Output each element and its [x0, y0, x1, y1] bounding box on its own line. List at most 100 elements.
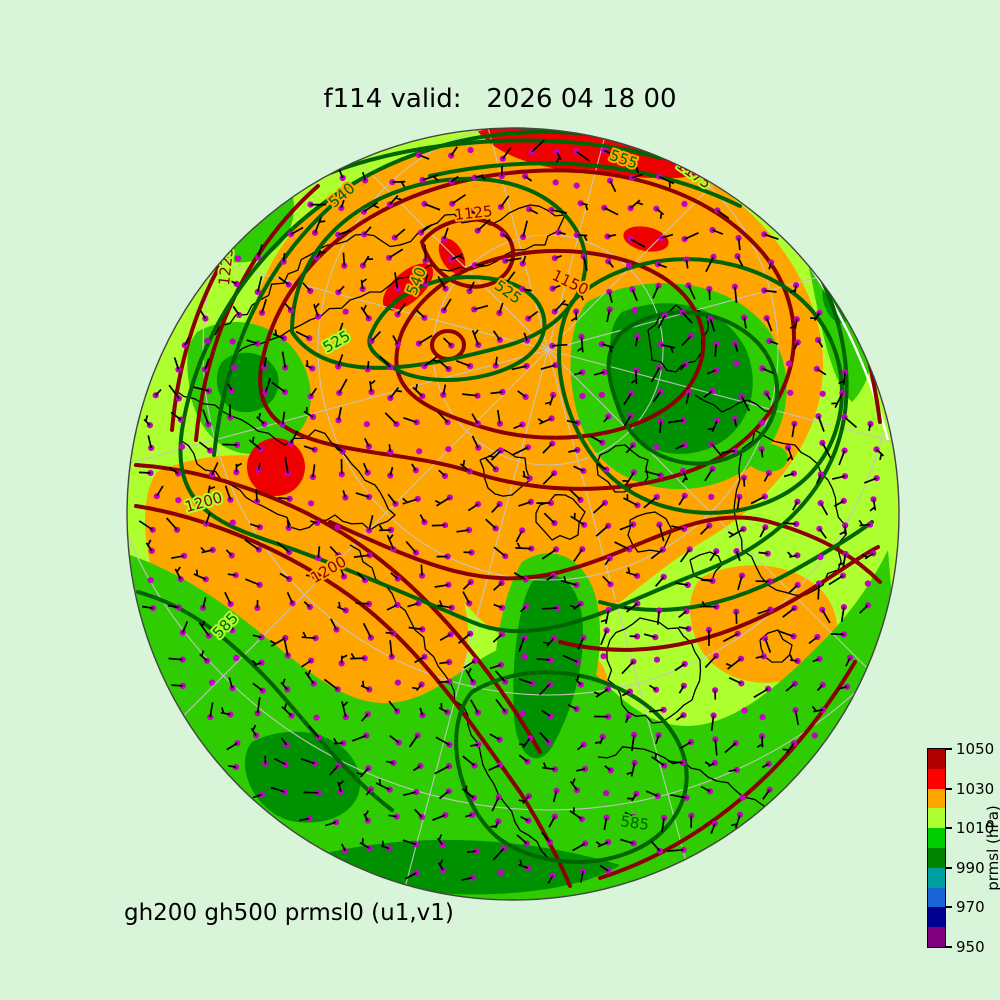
wind-origin-dot: [497, 869, 504, 876]
colorbar-tick-mark: [946, 787, 952, 790]
wind-origin-dot: [603, 790, 610, 797]
wind-origin-dot: [419, 712, 426, 719]
wind-origin-dot: [334, 524, 341, 531]
wind-origin-dot: [607, 177, 614, 184]
wind-origin-dot: [713, 603, 720, 610]
colorbar-tick-label: 1030: [956, 779, 995, 798]
wind-origin-dot: [256, 524, 263, 531]
colorbar-ticks: 1050 1030 1010 990 970 950: [946, 740, 1000, 956]
wind-origin-dot: [714, 417, 721, 424]
wind-origin-dot: [366, 527, 373, 534]
fields-label: gh200 gh500 prmsl0 (u1,v1): [124, 900, 454, 926]
wind-origin-dot: [307, 500, 315, 507]
longitude-line: [547, 349, 695, 891]
wind-origin-dot: [738, 680, 745, 687]
colorbar-tick-mark: [946, 946, 952, 948]
coastline-path: [596, 444, 649, 493]
latitude-circle: [127, 128, 899, 811]
wind-origin-dot: [412, 841, 419, 848]
wind-origin-dot: [202, 576, 209, 583]
coastline-path: [694, 394, 776, 413]
colorbar-tick-label: 1050: [956, 740, 995, 758]
gh500-contours: [136, 129, 874, 864]
wind-origin-dot: [606, 306, 613, 313]
colorbar-tick-label: 970: [956, 898, 985, 917]
wind-origin-dot: [603, 627, 610, 634]
wind-origin-dot: [626, 546, 633, 553]
wind-origin-dot: [289, 600, 296, 607]
longitude-line: [152, 349, 549, 748]
wind-origin-dot: [233, 654, 240, 662]
wind-origin-dot: [551, 766, 559, 773]
wind-origin-dot: [653, 444, 660, 451]
wind-origin-dot: [394, 679, 401, 686]
wind-origin-dot: [525, 817, 532, 824]
wind-origin-dot: [685, 625, 692, 632]
wind-origin-dot: [631, 306, 639, 314]
wind-origin-dot: [758, 419, 766, 426]
longitude-line: [547, 349, 899, 495]
wind-origin-dot: [519, 710, 527, 717]
colorbar-tick-label: 990: [956, 858, 985, 877]
coastline-path: [535, 494, 586, 541]
wind-origin-dot: [386, 786, 393, 793]
colorbar-segment: [928, 788, 945, 809]
gh200-contours: [134, 128, 882, 888]
wind-origin-dot: [787, 389, 794, 396]
wind-origin-dot: [550, 391, 557, 399]
colorbar-tick-label: 1010: [956, 819, 995, 838]
wind-origin-dot: [229, 338, 236, 345]
wind-origin-dot: [204, 493, 211, 500]
wind-origin-dot: [733, 360, 740, 367]
wind-origin-dot: [416, 448, 423, 455]
wind-origin-dot: [734, 630, 741, 637]
wind-origin-dot: [150, 605, 157, 612]
wind-origin-dot: [713, 341, 720, 348]
wind-origin-dot: [681, 200, 688, 207]
wind-origin-dot: [601, 369, 608, 376]
wind-origin-dot: [467, 147, 474, 154]
wind-origin-dot: [254, 710, 261, 717]
wind-origin-dot: [579, 393, 586, 400]
wind-origin-dot: [631, 155, 638, 162]
wind-origin-dot: [764, 550, 771, 557]
wind-origin-dot: [819, 390, 826, 397]
wind-origin-dot: [342, 308, 349, 315]
colorbar-segment: [928, 828, 945, 848]
wind-origin-dot: [811, 732, 818, 739]
wind-origin-dot: [739, 794, 746, 801]
coastline-path: [627, 511, 673, 553]
wind-origin-dot: [445, 446, 452, 453]
colorbar-segment: [928, 907, 945, 928]
wind-origin-dot: [393, 813, 400, 820]
wind-origin-dot: [684, 581, 691, 589]
wind-origin-dot: [760, 653, 767, 660]
wind-origin-dot: [711, 820, 718, 827]
coastline-path: [174, 389, 396, 531]
figure-title: f114 valid: 2026 04 18 00: [323, 84, 677, 114]
wind-origin-dot: [523, 362, 530, 370]
wind-origin-dot: [598, 391, 606, 399]
colorbar-tick-label: 950: [956, 938, 985, 956]
wind-origin-dot: [262, 760, 269, 767]
wind-origin-dot: [552, 179, 559, 186]
wind-origin-dot: [175, 497, 182, 504]
wind-origin-dot: [203, 520, 210, 527]
colorbar-tick-mark: [946, 748, 952, 750]
wind-origin-dot: [311, 573, 318, 580]
wind-origin-dot: [599, 733, 606, 741]
wind-origin-dot: [177, 576, 184, 583]
wind-origin-dot: [653, 656, 661, 663]
wind-origin-dot: [446, 741, 453, 748]
wind-origin-dot: [579, 369, 586, 376]
wind-origin-dot: [817, 471, 824, 478]
wind-origin-dot: [793, 316, 800, 323]
wind-origin-dot: [367, 634, 374, 641]
wind-origin-dot: [342, 847, 349, 854]
longitude-line: [547, 128, 693, 351]
wind-vector-segments: [138, 139, 885, 885]
wind-origin-dot: [873, 475, 880, 482]
